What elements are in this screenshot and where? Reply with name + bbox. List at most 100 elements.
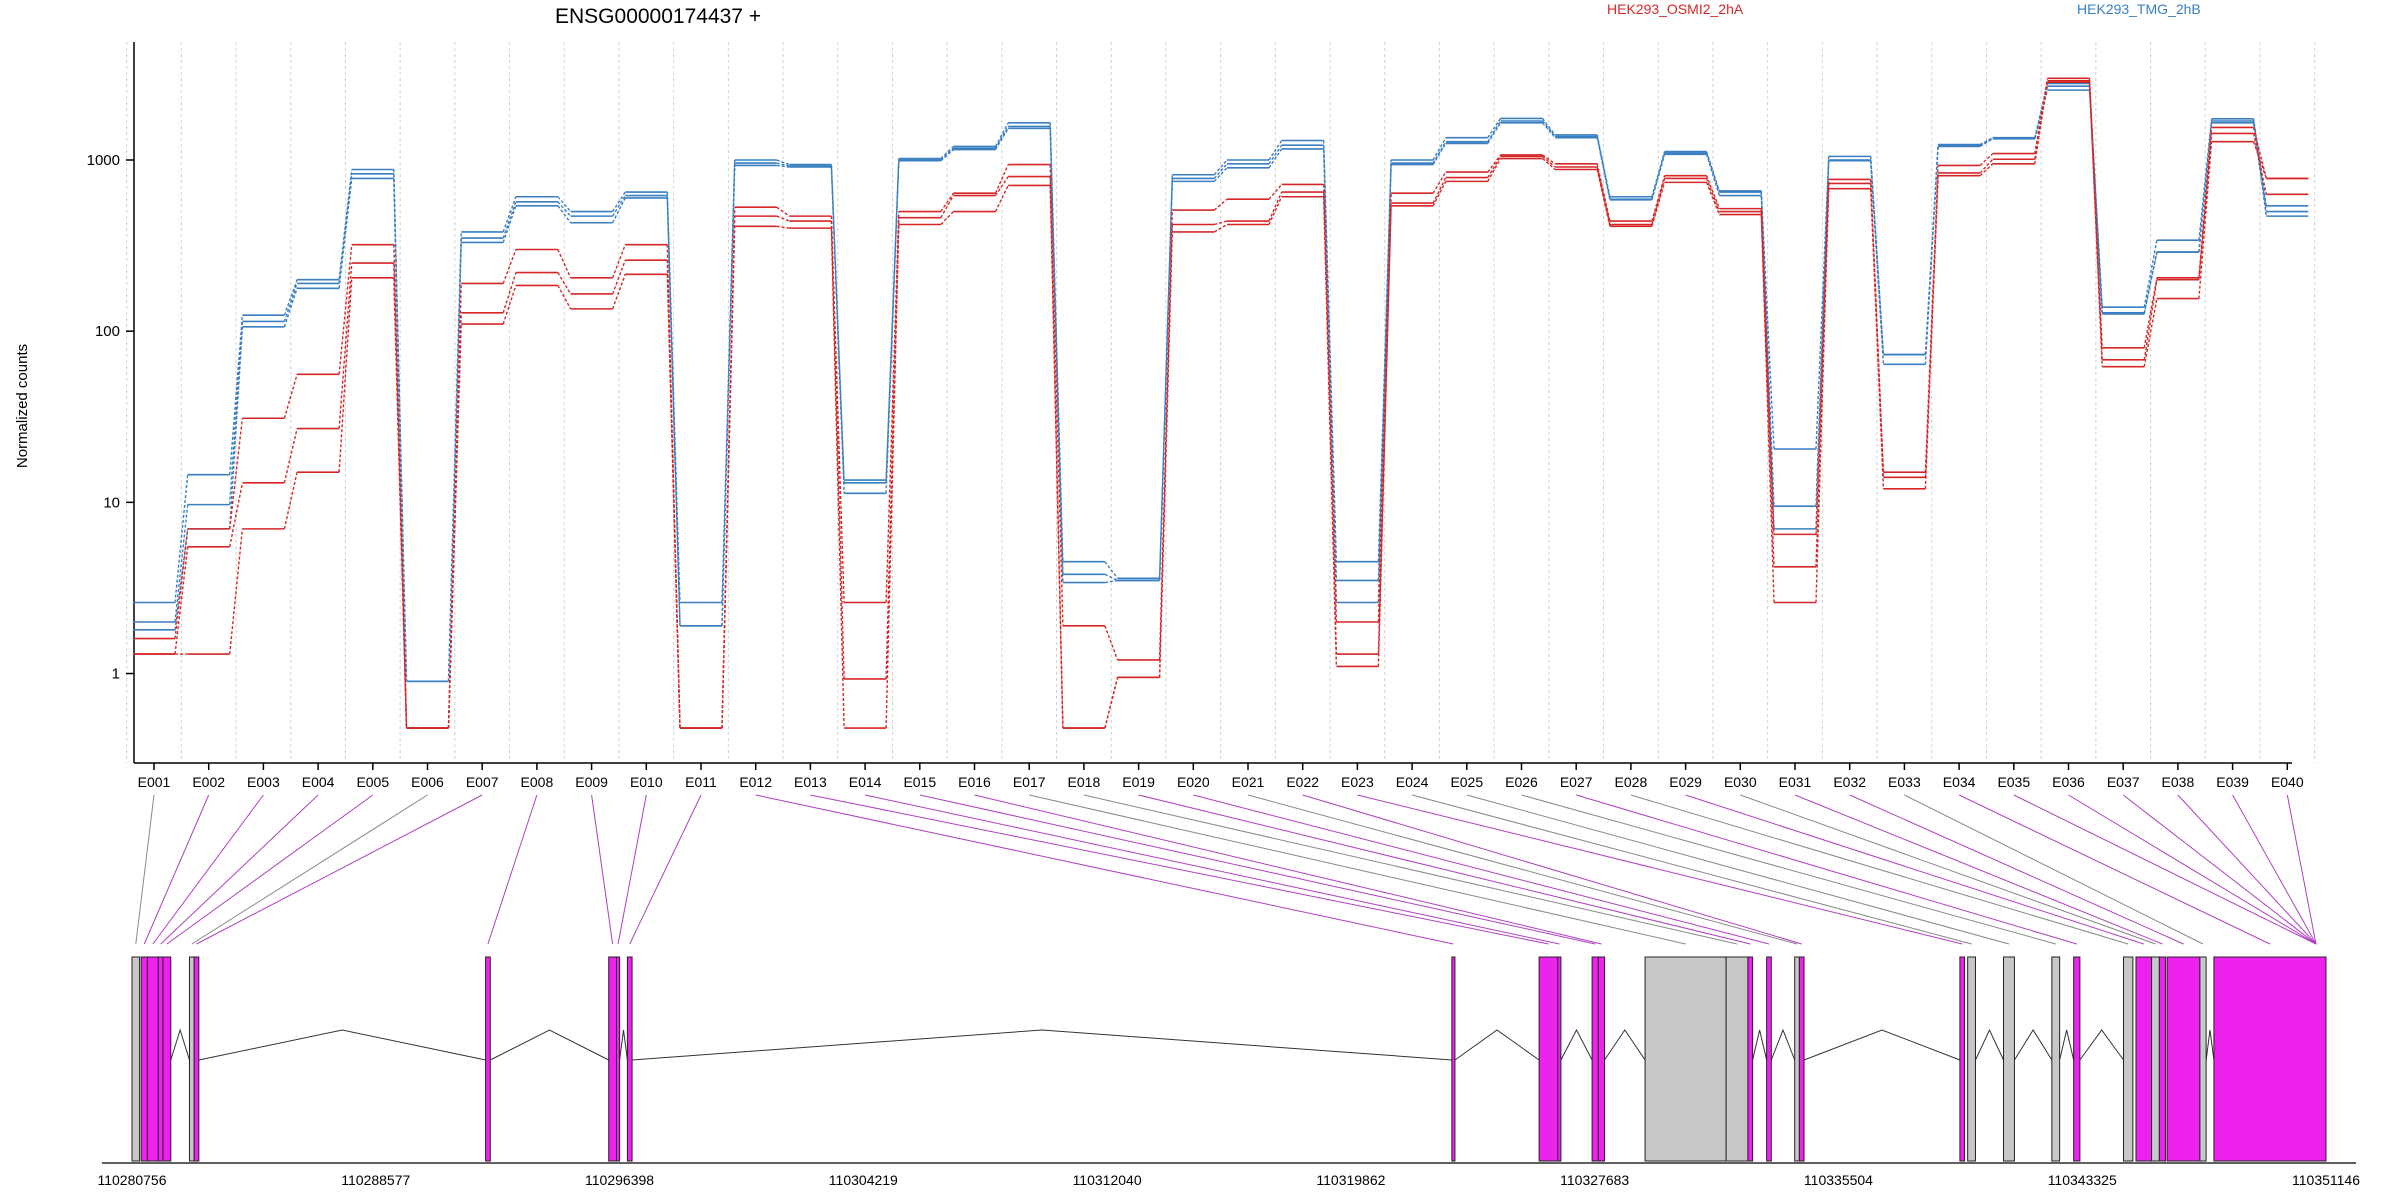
transition-segment [940,211,954,225]
transition-segment [229,418,244,529]
exon-label-e004: E004 [302,774,335,790]
coordinate-label: 110288577 [341,1172,410,1188]
intron-line [1803,1029,1961,1061]
transition-segment [1487,122,1502,144]
intron-line [619,1029,628,1061]
exon-connector-e016 [974,794,1602,945]
transition-segment [1268,148,1283,169]
transition-segment [1705,178,1720,212]
transition-segment [1104,561,1119,579]
transition-segment [994,176,1009,196]
exon-label-e012: E012 [739,774,772,790]
exon-connector-e015 [919,794,1596,945]
transition-segment [1213,167,1228,182]
exon-connector-e017 [1029,794,1686,945]
exon-label-e011: E011 [685,774,717,790]
y-tick-label: 1000 [87,152,120,169]
transition-segment [940,192,955,212]
transition-segment [2198,141,2213,299]
exon-label-e028: E028 [1615,774,1648,790]
intron-line [1752,1029,1768,1061]
transition-segment [2252,133,2267,195]
exon-box [1747,956,1754,1162]
exon-box [2166,956,2201,1162]
transition-segment [174,528,189,639]
transition-segment [1049,128,1064,583]
transition-segment [1651,182,1666,227]
exon-box [1557,956,1562,1162]
exon-box [485,956,491,1162]
transition-segment [1268,144,1283,165]
transition-segment [1377,164,1392,603]
transition-segment [557,272,572,295]
exon-label-e038: E038 [2162,774,2195,790]
intron-line [1975,1028,2004,1061]
series-hek293_osmi2_2ha-5 [133,80,2309,729]
transition-segment [502,249,517,284]
transition-segment [721,165,736,626]
exon-connector-e040 [2286,794,2317,945]
exon-connector-e030 [1740,794,2156,945]
intron-line [198,1029,486,1061]
exon-connector-e037 [2122,794,2317,945]
exon-box [193,956,200,1162]
transition-segment [1924,146,1939,365]
transition-segment [1213,159,1228,176]
coordinate-label: 110351146 [2292,1172,2360,1188]
chart-title: ENSG00000174437 + [555,5,761,28]
transition-segment [2143,279,2158,360]
exon-label-e025: E025 [1450,774,1483,790]
exon-box [2158,956,2167,1162]
coordinate-label: 110312040 [1073,1172,1142,1188]
exon-label-e039: E039 [2216,774,2249,790]
exon-label-e019: E019 [1122,774,1155,790]
exon-connector-e010 [617,794,647,945]
exon-box [1967,956,1976,1162]
exon-connector-e012 [755,794,1454,945]
transition-segment [1213,163,1228,179]
transition-segment [1979,153,1994,166]
exon-label-e009: E009 [575,774,608,790]
transition-segment [447,324,462,729]
transition-segment [1651,154,1666,201]
exon-connector-e001 [135,794,155,945]
exon-connectors [135,794,2317,945]
transition-segment [229,326,244,529]
y-tick-label: 100 [95,323,120,340]
exon-connector-e009 [591,794,614,945]
transition-segment [1760,208,1775,535]
grid-lines [126,42,2316,763]
exon-box [2199,956,2207,1162]
transition-segment [940,195,955,219]
exon-box [615,956,621,1162]
coordinate-label: 110343325 [2048,1172,2117,1188]
transition-segment [940,145,954,160]
coordinate-label: 110327683 [1560,1172,1629,1188]
transition-segment [1104,677,1119,729]
transition-segment [611,244,626,279]
exon-label-e007: E007 [466,774,499,790]
coordinate-label: 110304219 [829,1172,898,1188]
exon-box [1644,956,1727,1162]
transition-segment [2198,133,2213,280]
transition-segment [2143,277,2158,348]
transition-segment [1214,220,1228,226]
exon-connector-e022 [1302,794,1802,945]
coordinate-label: 110335504 [1804,1172,1873,1188]
exon-box [2051,956,2061,1162]
transition-segment [940,147,954,161]
transition-segment [283,283,298,322]
transition-segment [830,166,845,494]
transition-segment [174,528,189,630]
transition-segment [283,279,298,316]
transition-segment [611,274,626,310]
transition-segment [1705,182,1720,215]
exon-box [131,956,141,1162]
intron-line [2014,1029,2053,1061]
exon-label-e037: E037 [2107,774,2140,790]
transition-segment [1542,154,1556,165]
transition-segment [721,159,736,603]
exon-connector-e011 [629,794,702,945]
exon-label-e036: E036 [2052,774,2085,790]
transition-segment [393,277,408,729]
